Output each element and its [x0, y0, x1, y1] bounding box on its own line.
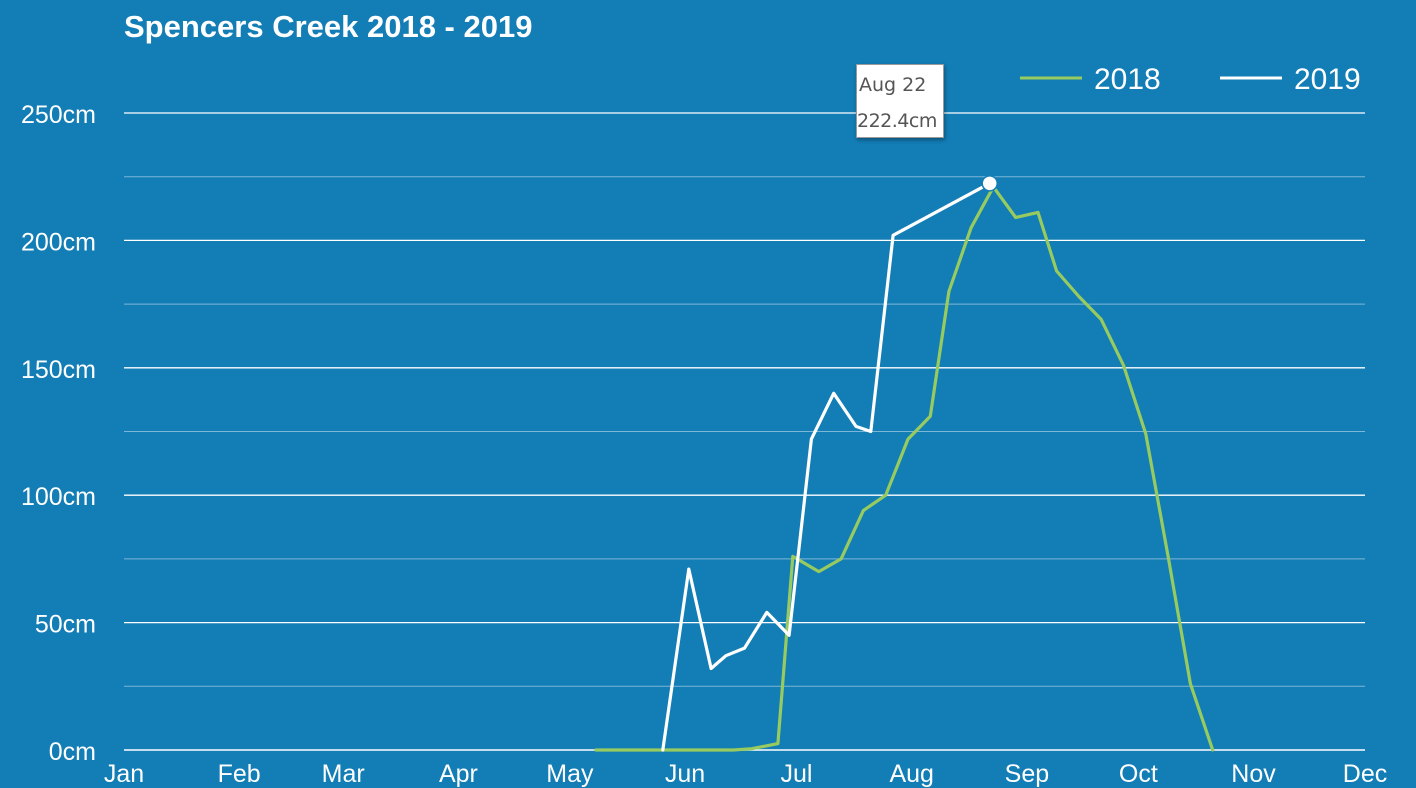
x-tick-label: Sep	[1005, 760, 1049, 788]
x-tick-label: Jun	[665, 760, 705, 788]
y-tick-label: 100cm	[21, 483, 96, 511]
series-line-2019[interactable]	[661, 181, 992, 752]
x-tick-label: Aug	[889, 760, 933, 788]
y-tick-label: 50cm	[35, 611, 96, 639]
x-tick-label: Dec	[1343, 760, 1387, 788]
tooltip-date: Aug 22	[859, 74, 927, 96]
x-tick-label: Jul	[781, 760, 813, 788]
series-lines	[594, 181, 1215, 752]
y-tick-label: 150cm	[21, 356, 96, 384]
chart-title: Spencers Creek 2018 - 2019	[124, 9, 533, 44]
x-axis-tick-labels: Jan Feb Mar Apr May Jun Jul Aug Sep Oct Nov Dec	[104, 760, 1387, 788]
minor-gridlines	[124, 176, 1365, 687]
legend-label-2018[interactable]: 2018	[1094, 63, 1161, 96]
highlight-layer	[981, 175, 998, 192]
y-tick-label: 200cm	[21, 228, 96, 256]
data-tooltip: Aug 22 222.4cm	[856, 64, 944, 138]
x-tick-label: Oct	[1119, 760, 1158, 788]
x-tick-label: Jan	[104, 760, 144, 788]
y-tick-label: 250cm	[21, 101, 96, 129]
x-tick-label: Mar	[322, 760, 365, 788]
x-tick-label: May	[546, 760, 594, 788]
x-tick-label: Feb	[218, 760, 261, 788]
legend: 2018 2019	[1020, 63, 1361, 96]
x-tick-label: Apr	[439, 760, 478, 788]
tooltip-value: 222.4cm	[857, 110, 937, 132]
y-axis-tick-labels: 0cm 50cm 100cm 150cm 200cm 250cm	[21, 101, 96, 766]
highlighted-point[interactable]	[981, 175, 998, 192]
x-tick-label: Nov	[1231, 760, 1276, 788]
legend-label-2019[interactable]: 2019	[1294, 63, 1361, 96]
y-tick-label: 0cm	[49, 738, 96, 766]
series-line-2018[interactable]	[594, 185, 1215, 752]
